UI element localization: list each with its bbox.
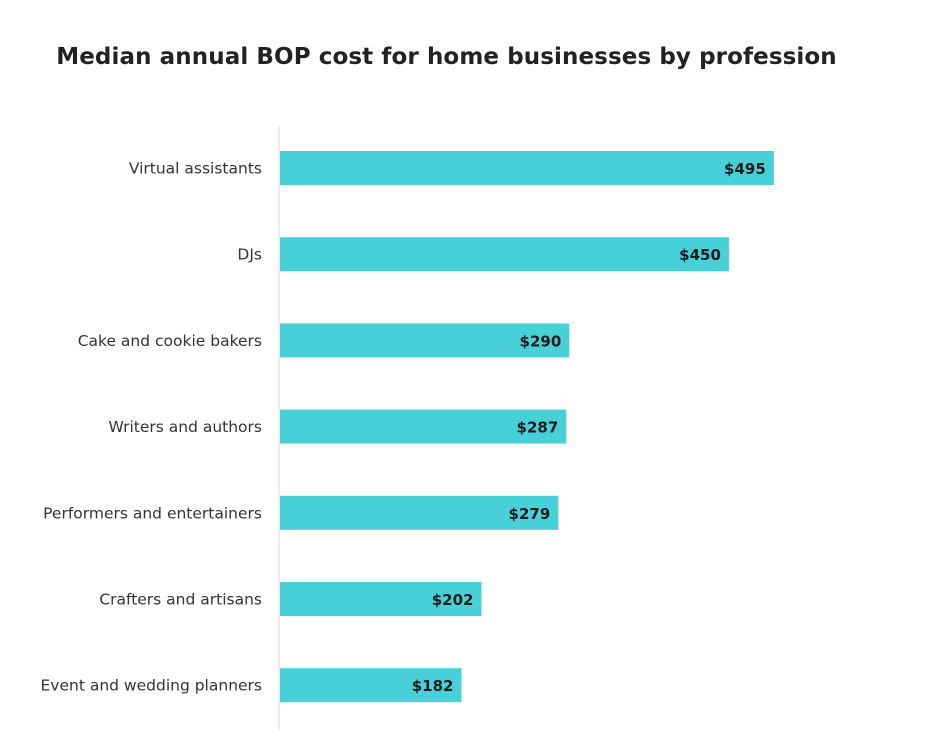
labels-layer: Virtual assistants $495 DJs $450 Cake and co… xyxy=(41,160,766,696)
bar-performers-and-entertainers xyxy=(280,495,559,530)
bar-writers-and-authors xyxy=(280,409,567,444)
value-label: $279 xyxy=(509,505,551,523)
category-label: Virtual assistants xyxy=(129,160,262,178)
category-label: Performers and entertainers xyxy=(43,504,262,522)
bar-crafters-and-artisans xyxy=(280,582,482,616)
category-label: DJs xyxy=(237,246,262,264)
value-label: $202 xyxy=(432,591,474,609)
bars-layer xyxy=(280,151,774,703)
value-label: $290 xyxy=(520,332,562,350)
bar-event-and-wedding-planners xyxy=(280,668,462,703)
bar-cake-and-cookie-bakers xyxy=(280,323,570,358)
value-label: $182 xyxy=(412,677,454,695)
category-label: Event and wedding planners xyxy=(41,677,262,695)
value-label: $495 xyxy=(724,160,766,178)
category-label: Crafters and artisans xyxy=(99,591,262,609)
value-label: $450 xyxy=(679,246,721,264)
category-label: Cake and cookie bakers xyxy=(78,332,262,350)
bar-virtual-assistants xyxy=(280,151,774,185)
bar-djs xyxy=(280,237,729,272)
chart-title: Median annual BOP cost for home business… xyxy=(56,44,837,70)
category-label: Writers and authors xyxy=(108,418,262,436)
value-label: $287 xyxy=(517,419,559,437)
